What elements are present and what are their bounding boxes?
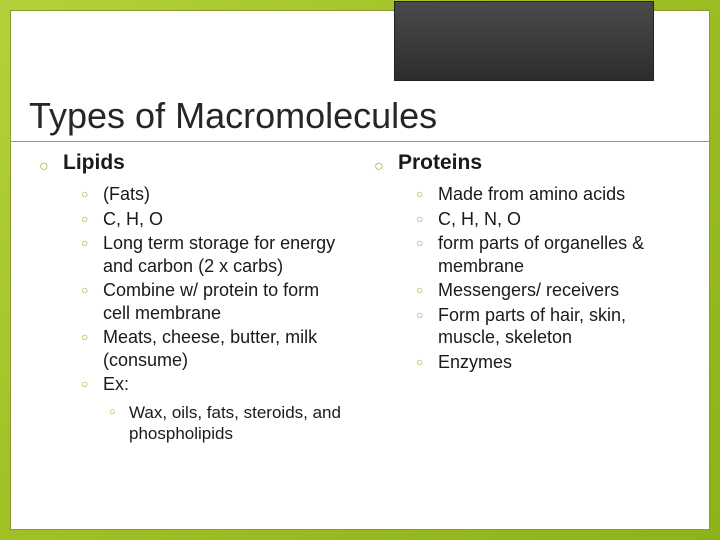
list-item: ○ Messengers/ receivers	[416, 279, 681, 302]
list-text: Made from amino acids	[438, 183, 625, 206]
list-text: form parts of organelles & membrane	[438, 232, 681, 277]
bullet-circle-small: ○	[416, 183, 438, 205]
list-item: ○ Combine w/ protein to form cell membra…	[81, 279, 346, 324]
bullet-circle-large: ○	[374, 159, 398, 175]
list-text: (Fats)	[103, 183, 150, 206]
list-text: Ex:	[103, 373, 129, 396]
list-item: ○ form parts of organelles & membrane	[416, 232, 681, 277]
list-item: ○ Made from amino acids	[416, 183, 681, 206]
list-item: ○ Ex:	[81, 373, 346, 396]
bullet-circle-small: ○	[81, 373, 103, 395]
sub-list: ○ Made from amino acids ○ C, H, N, O ○ f…	[416, 183, 681, 373]
bullet-circle-small: ○	[81, 326, 103, 348]
list-item: ○ C, H, O	[81, 208, 346, 231]
list-text: Long term storage for energy and carbon …	[103, 232, 346, 277]
bullet-circle-tiny: ○	[109, 402, 129, 422]
bullet-circle-small: ○	[416, 351, 438, 373]
bullet-circle-small: ○	[81, 232, 103, 254]
list-item: ○ (Fats)	[81, 183, 346, 206]
bullet-circle-small: ○	[81, 183, 103, 205]
sub-sub-list: ○ Wax, oils, fats, steroids, and phospho…	[109, 402, 346, 445]
slide-card: Types of Macromolecules ○ Lipids ○ (Fats…	[10, 10, 710, 530]
list-item: ○ Form parts of hair, skin, muscle, skel…	[416, 304, 681, 349]
list-item: ○ Wax, oils, fats, steroids, and phospho…	[109, 402, 346, 445]
bullet-circle-small: ○	[416, 304, 438, 326]
list-text: Meats, cheese, butter, milk (consume)	[103, 326, 346, 371]
bullet-circle-large: ○	[39, 159, 63, 175]
list-text: C, H, N, O	[438, 208, 521, 231]
list-text: C, H, O	[103, 208, 163, 231]
list-text: Wax, oils, fats, steroids, and phospholi…	[129, 402, 346, 445]
list-text: Enzymes	[438, 351, 512, 374]
bullet-circle-small: ○	[81, 208, 103, 230]
bullet-circle-small: ○	[416, 232, 438, 254]
list-text: Form parts of hair, skin, muscle, skelet…	[438, 304, 681, 349]
list-item: ○ C, H, N, O	[416, 208, 681, 231]
bullet-circle-small: ○	[416, 208, 438, 230]
slide-title: Types of Macromolecules	[29, 95, 437, 137]
list-item: ○ Enzymes	[416, 351, 681, 374]
list-item: ○ Meats, cheese, butter, milk (consume)	[81, 326, 346, 371]
column-lipids: ○ Lipids ○ (Fats) ○ C, H, O ○ Long term …	[39, 151, 346, 509]
corner-decor	[394, 1, 654, 81]
title-underline	[11, 141, 709, 142]
column-proteins: ○ Proteins ○ Made from amino acids ○ C, …	[374, 151, 681, 509]
column-header: Lipids	[63, 151, 125, 175]
sub-list: ○ (Fats) ○ C, H, O ○ Long term storage f…	[81, 183, 346, 444]
column-header-row: ○ Proteins	[374, 151, 681, 175]
bullet-circle-small: ○	[416, 279, 438, 301]
list-item: ○ Long term storage for energy and carbo…	[81, 232, 346, 277]
column-header: Proteins	[398, 151, 482, 175]
column-header-row: ○ Lipids	[39, 151, 346, 175]
bullet-circle-small: ○	[81, 279, 103, 301]
content-columns: ○ Lipids ○ (Fats) ○ C, H, O ○ Long term …	[39, 151, 681, 509]
list-text: Combine w/ protein to form cell membrane	[103, 279, 346, 324]
list-text: Messengers/ receivers	[438, 279, 619, 302]
